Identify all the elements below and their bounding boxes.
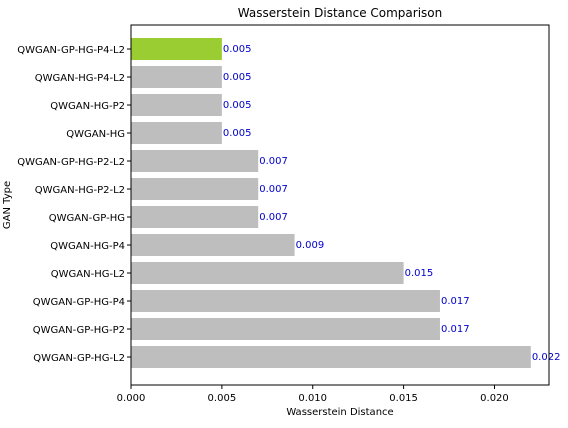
value-labels-layer: 0.005 0.005 0.005 0.005 0.007 0.007 0.007 0.009… [223,44,561,363]
bar [131,178,259,200]
y-tick-label: QWGAN-HG-P4-L2 [35,73,125,84]
value-label: 0.007 [259,184,288,195]
value-label: 0.017 [441,324,470,335]
y-tick-label: QWGAN-HG-P2 [50,101,125,112]
plot-frame [130,24,550,386]
value-label: 0.009 [296,240,325,251]
bar [131,122,222,144]
y-tick-label: QWGAN-GP-HG [49,213,125,224]
x-tick-label: 0.000 [117,393,146,404]
y-tick-label: QWGAN-GP-HG-P2-L2 [17,157,125,168]
x-tick-label: 0.010 [298,393,327,404]
x-tick-label: 0.015 [389,393,418,404]
y-axis-label: GAN Type [2,181,13,229]
y-tick-label: QWGAN-GP-HG-P4-L2 [17,45,125,56]
y-tick-label: QWGAN-HG-P4 [50,241,125,252]
value-label: 0.005 [223,44,252,55]
bar [131,290,440,312]
x-tick-label: 0.005 [208,393,237,404]
value-label: 0.007 [259,212,288,223]
bar [131,318,440,340]
bar [131,262,404,284]
value-label: 0.005 [223,100,252,111]
bar [131,94,222,116]
bars-layer [131,38,531,368]
y-tick-label: QWGAN-HG-L2 [51,269,125,280]
y-tick-label: QWGAN-GP-HG-L2 [33,353,125,364]
bar [131,346,531,368]
value-label: 0.005 [223,72,252,83]
y-tick-label: QWGAN-GP-HG-P2 [33,325,125,336]
chart-title: Wasserstein Distance Comparison [238,6,443,20]
x-axis: 0.000 0.005 0.010 0.015 0.020 [117,385,509,404]
x-tick-label: 0.020 [480,393,509,404]
value-label: 0.015 [405,268,434,279]
y-axis: QWGAN-GP-HG-P4-L2 QWGAN-HG-P4-L2 QWGAN-HG-… [17,45,131,364]
y-tick-label: QWGAN-HG [66,129,125,140]
value-label: 0.022 [532,352,561,363]
y-tick-label: QWGAN-GP-HG-P4 [33,297,125,308]
bar [131,38,222,60]
bar [131,66,222,88]
bar [131,206,259,228]
bar [131,150,259,172]
bar [131,234,295,256]
x-axis-label: Wasserstein Distance [286,407,393,418]
plot-border [130,24,550,386]
value-label: 0.017 [441,296,470,307]
value-label: 0.007 [259,156,288,167]
y-tick-label: QWGAN-HG-P2-L2 [35,185,125,196]
value-label: 0.005 [223,128,252,139]
